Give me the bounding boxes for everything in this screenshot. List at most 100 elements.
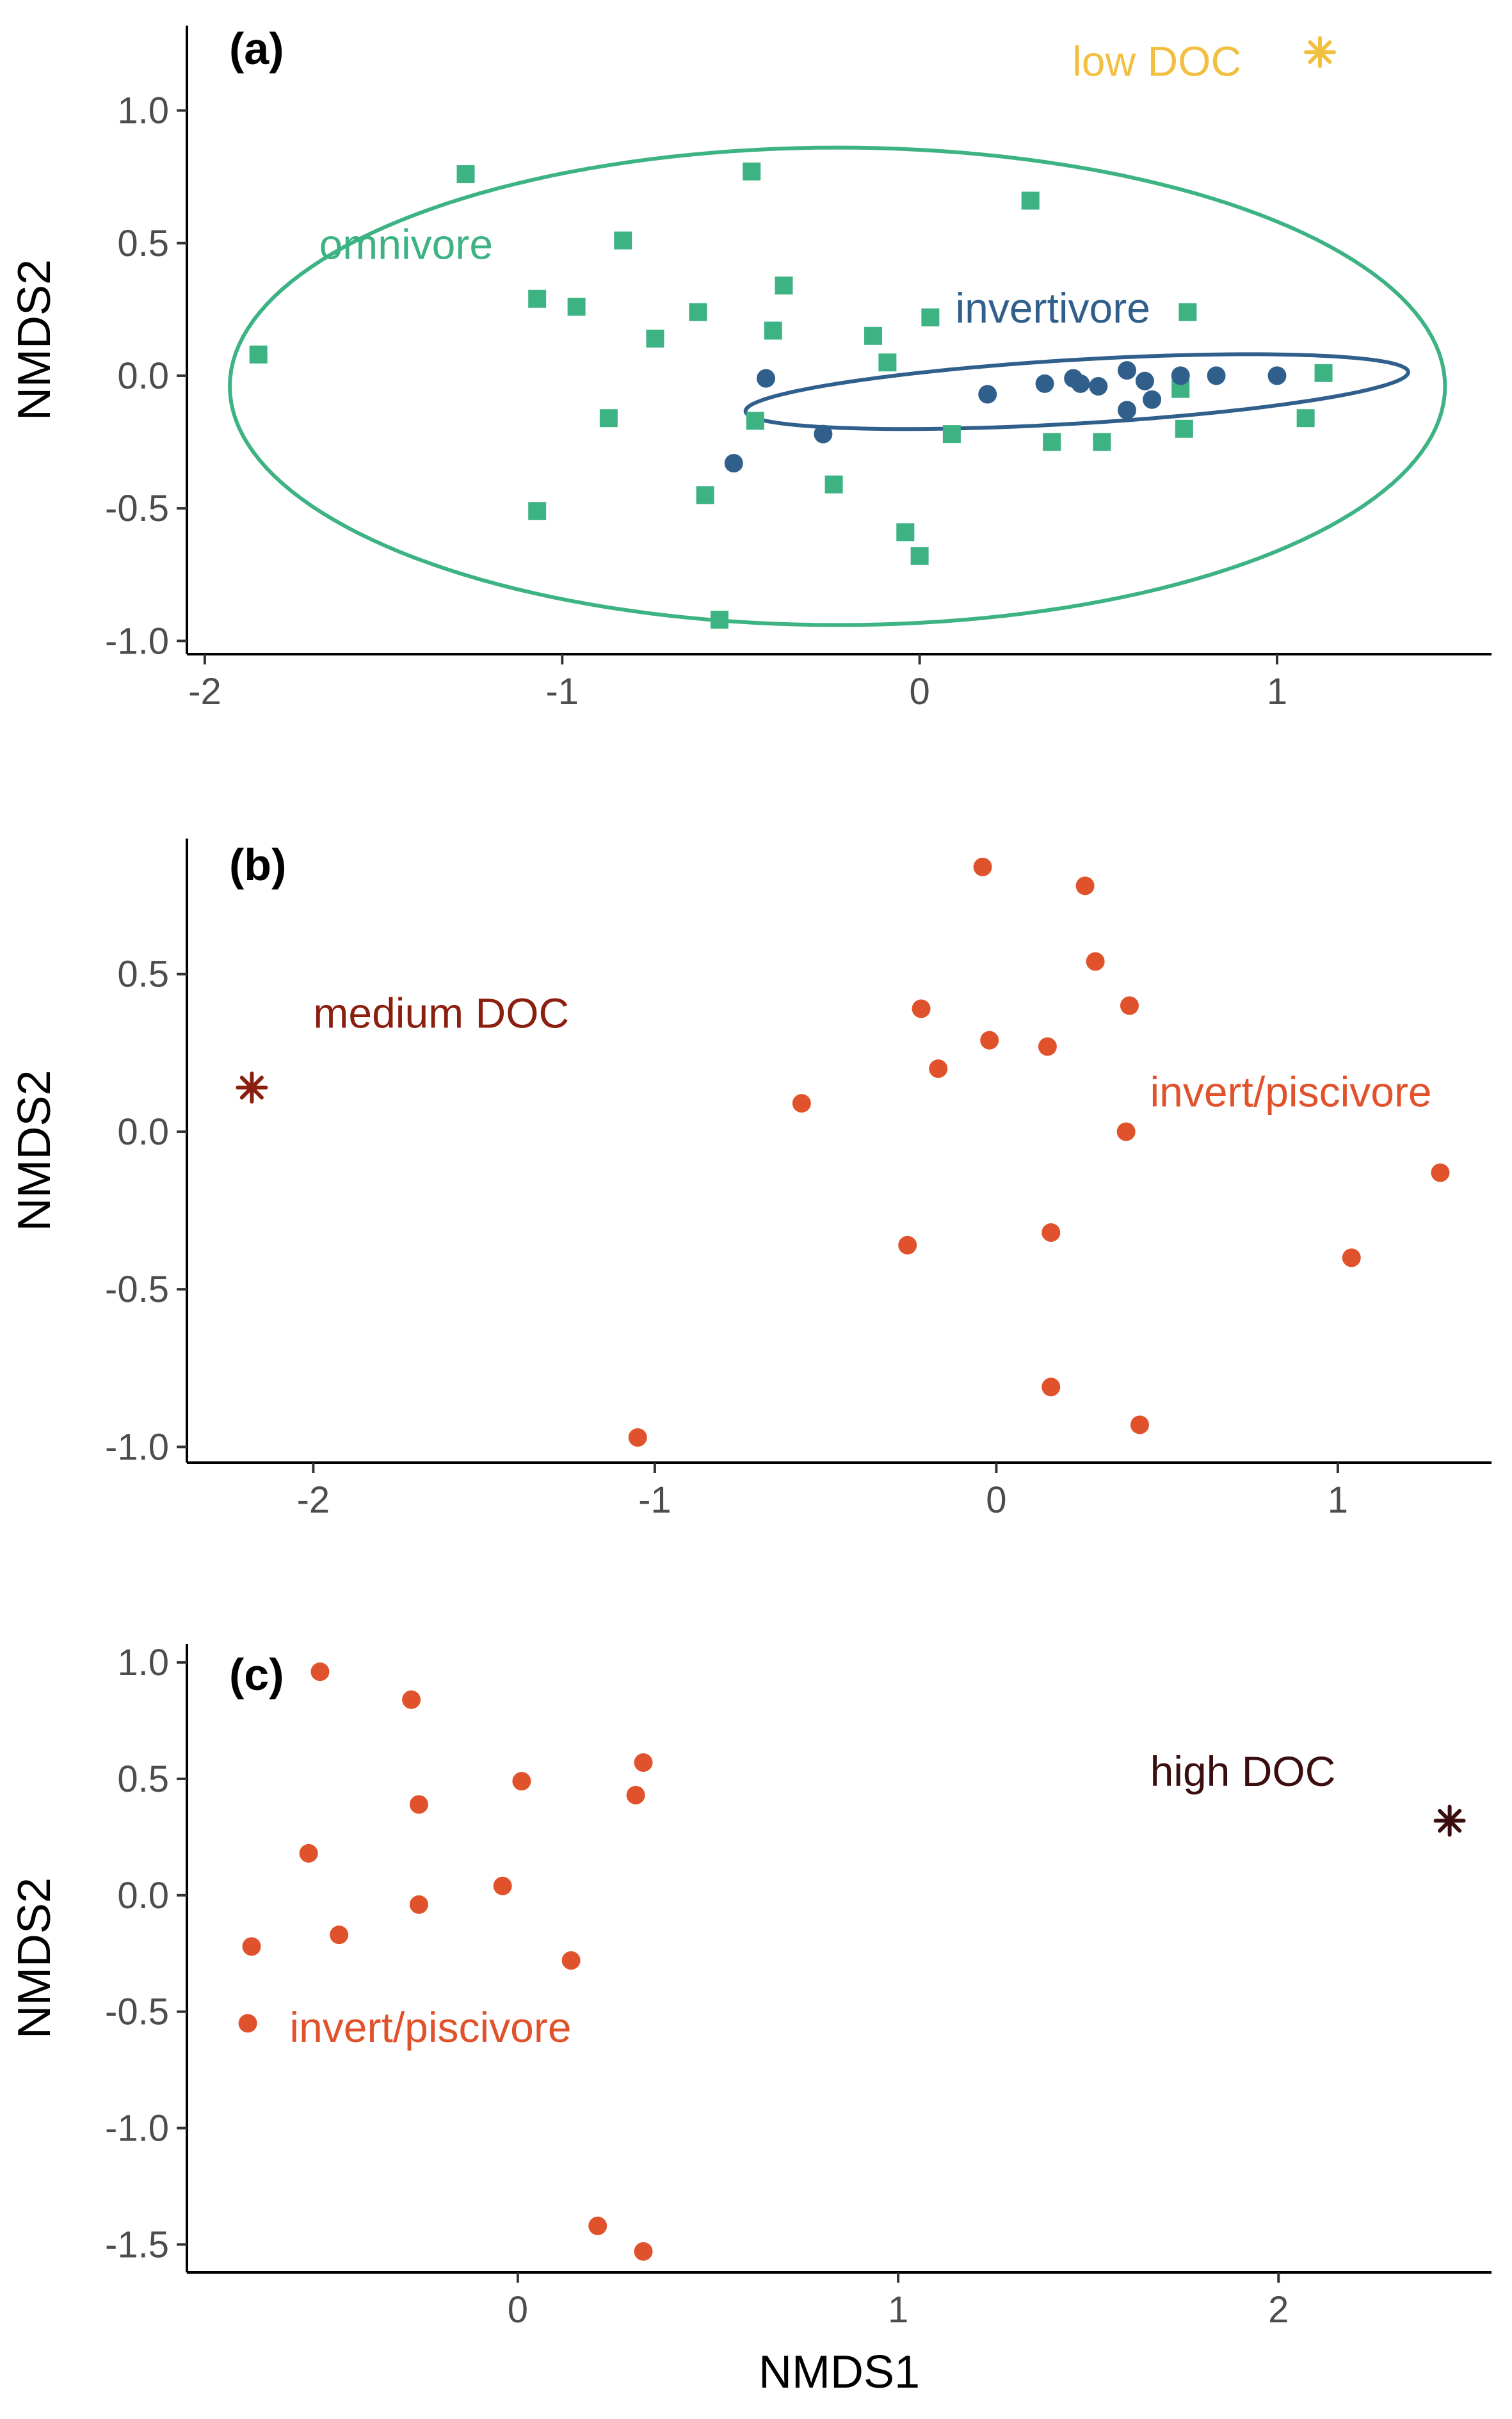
data-point bbox=[1267, 366, 1287, 385]
data-point bbox=[1089, 377, 1108, 396]
data-point bbox=[299, 1844, 318, 1863]
data-point bbox=[1071, 374, 1090, 393]
data-point bbox=[409, 1895, 428, 1914]
data-point bbox=[402, 1690, 421, 1709]
panel-label: (c) bbox=[229, 1650, 284, 1700]
site-marker bbox=[236, 1072, 268, 1104]
data-point bbox=[1431, 1163, 1450, 1182]
x-tick-label: 0 bbox=[909, 671, 929, 712]
data-point bbox=[912, 999, 931, 1018]
data-point bbox=[626, 1785, 645, 1804]
y-tick-label: 0.0 bbox=[117, 1875, 169, 1917]
data-point bbox=[929, 1059, 948, 1078]
data-point bbox=[330, 1925, 349, 1945]
data-point bbox=[1116, 1122, 1136, 1141]
y-tick-label: -1.0 bbox=[105, 2108, 169, 2150]
data-point bbox=[242, 1937, 261, 1956]
omnivore-point bbox=[1175, 419, 1193, 438]
omnivore-point bbox=[824, 475, 843, 494]
data-point bbox=[1135, 371, 1154, 390]
omnivore-point bbox=[456, 165, 475, 184]
y-tick-label: -1.5 bbox=[105, 2224, 169, 2265]
omnivore-point bbox=[249, 345, 268, 364]
data-point bbox=[724, 454, 743, 473]
omnivore-point bbox=[896, 523, 915, 542]
data-point bbox=[1207, 366, 1226, 385]
x-tick-label: 2 bbox=[1268, 2289, 1289, 2331]
data-point bbox=[1075, 876, 1095, 896]
omnivore-point bbox=[764, 321, 782, 340]
omnivore-point bbox=[746, 412, 764, 430]
panel-label: (a) bbox=[229, 24, 284, 74]
omnivore-point bbox=[1043, 433, 1061, 451]
x-tick-label: 1 bbox=[1328, 1479, 1348, 1521]
x-tick-label: -1 bbox=[638, 1479, 672, 1521]
y-tick-label: 1.0 bbox=[117, 90, 169, 132]
omnivore-point bbox=[696, 486, 714, 504]
x-tick-label: 1 bbox=[888, 2289, 908, 2331]
y-tick-label: 0.0 bbox=[117, 1111, 169, 1153]
x-tick-label: 1 bbox=[1267, 671, 1287, 712]
omnivore-point bbox=[1178, 303, 1197, 321]
data-point bbox=[814, 424, 833, 444]
panel-b: -2 -1 0 1 -1.0 -0.5 0.0 0.5 NMDS2 (b) medium DOC in… bbox=[9, 839, 1492, 1521]
ellipse-omnivore bbox=[227, 145, 1447, 627]
omnivore-point bbox=[614, 231, 632, 250]
group-annotation: medium DOC bbox=[313, 989, 569, 1036]
data-point bbox=[792, 1094, 811, 1113]
y-axis-title: NMDS2 bbox=[9, 1877, 60, 2039]
site-marker bbox=[1433, 1804, 1466, 1837]
x-tick-label: -2 bbox=[297, 1479, 330, 1521]
y-tick-label: 1.0 bbox=[117, 1642, 169, 1684]
data-point bbox=[561, 1951, 581, 1970]
data-point bbox=[634, 2242, 653, 2261]
group-annotation: low DOC bbox=[1072, 38, 1241, 85]
omnivore-point bbox=[942, 425, 961, 444]
omnivore-point bbox=[921, 308, 940, 326]
data-point bbox=[628, 1428, 647, 1447]
data-point bbox=[310, 1662, 330, 1682]
omnivore-point bbox=[864, 326, 883, 345]
data-point bbox=[1042, 1378, 1061, 1397]
omnivore-point bbox=[878, 353, 897, 372]
group-annotation: invertivore bbox=[955, 284, 1150, 332]
y-tick-label: 0.5 bbox=[117, 954, 169, 995]
y-tick-label: 0.5 bbox=[117, 223, 169, 264]
y-axis-title: NMDS2 bbox=[9, 1070, 60, 1231]
omnivore-point bbox=[743, 162, 761, 181]
group-annotation: omnivore bbox=[319, 221, 493, 268]
data-point bbox=[1171, 366, 1190, 385]
y-tick-label: 0.5 bbox=[117, 1758, 169, 1800]
data-point bbox=[512, 1772, 531, 1791]
x-tick-label: -2 bbox=[188, 671, 221, 712]
data-point bbox=[1117, 401, 1136, 420]
data-point bbox=[1130, 1415, 1149, 1435]
data-point bbox=[1143, 390, 1162, 409]
omnivore-point bbox=[528, 289, 547, 308]
data-point bbox=[1342, 1248, 1361, 1267]
data-point bbox=[634, 1753, 653, 1772]
y-tick-label: -0.5 bbox=[105, 1991, 169, 2033]
omnivore-point bbox=[775, 277, 793, 295]
omnivore-point bbox=[1093, 433, 1111, 451]
group-annotation: high DOC bbox=[1150, 1748, 1336, 1795]
omnivore-point bbox=[710, 611, 728, 629]
data-point bbox=[1117, 361, 1136, 380]
group-annotation: invert/piscivore bbox=[1150, 1068, 1431, 1116]
omnivore-point bbox=[1314, 364, 1333, 382]
panel-c: 0 1 2 -1.5 -1.0 -0.5 0.0 0.5 1.0 NMDS2 NMDS1 (c) hig… bbox=[9, 1642, 1492, 2398]
omnivore-point bbox=[1021, 191, 1040, 210]
x-tick-label: -1 bbox=[545, 671, 579, 712]
x-tick-label: 0 bbox=[508, 2289, 528, 2331]
data-point bbox=[588, 2216, 607, 2235]
site-marker bbox=[1304, 36, 1336, 68]
y-tick-label: -0.5 bbox=[105, 488, 169, 529]
omnivore-point bbox=[528, 502, 547, 520]
y-tick-label: -1.0 bbox=[105, 1426, 169, 1468]
x-axis-title: NMDS1 bbox=[759, 2347, 920, 2398]
omnivore-point bbox=[646, 329, 664, 348]
panel-label: (b) bbox=[229, 840, 286, 890]
data-point bbox=[1120, 996, 1139, 1015]
data-point bbox=[493, 1876, 512, 1895]
